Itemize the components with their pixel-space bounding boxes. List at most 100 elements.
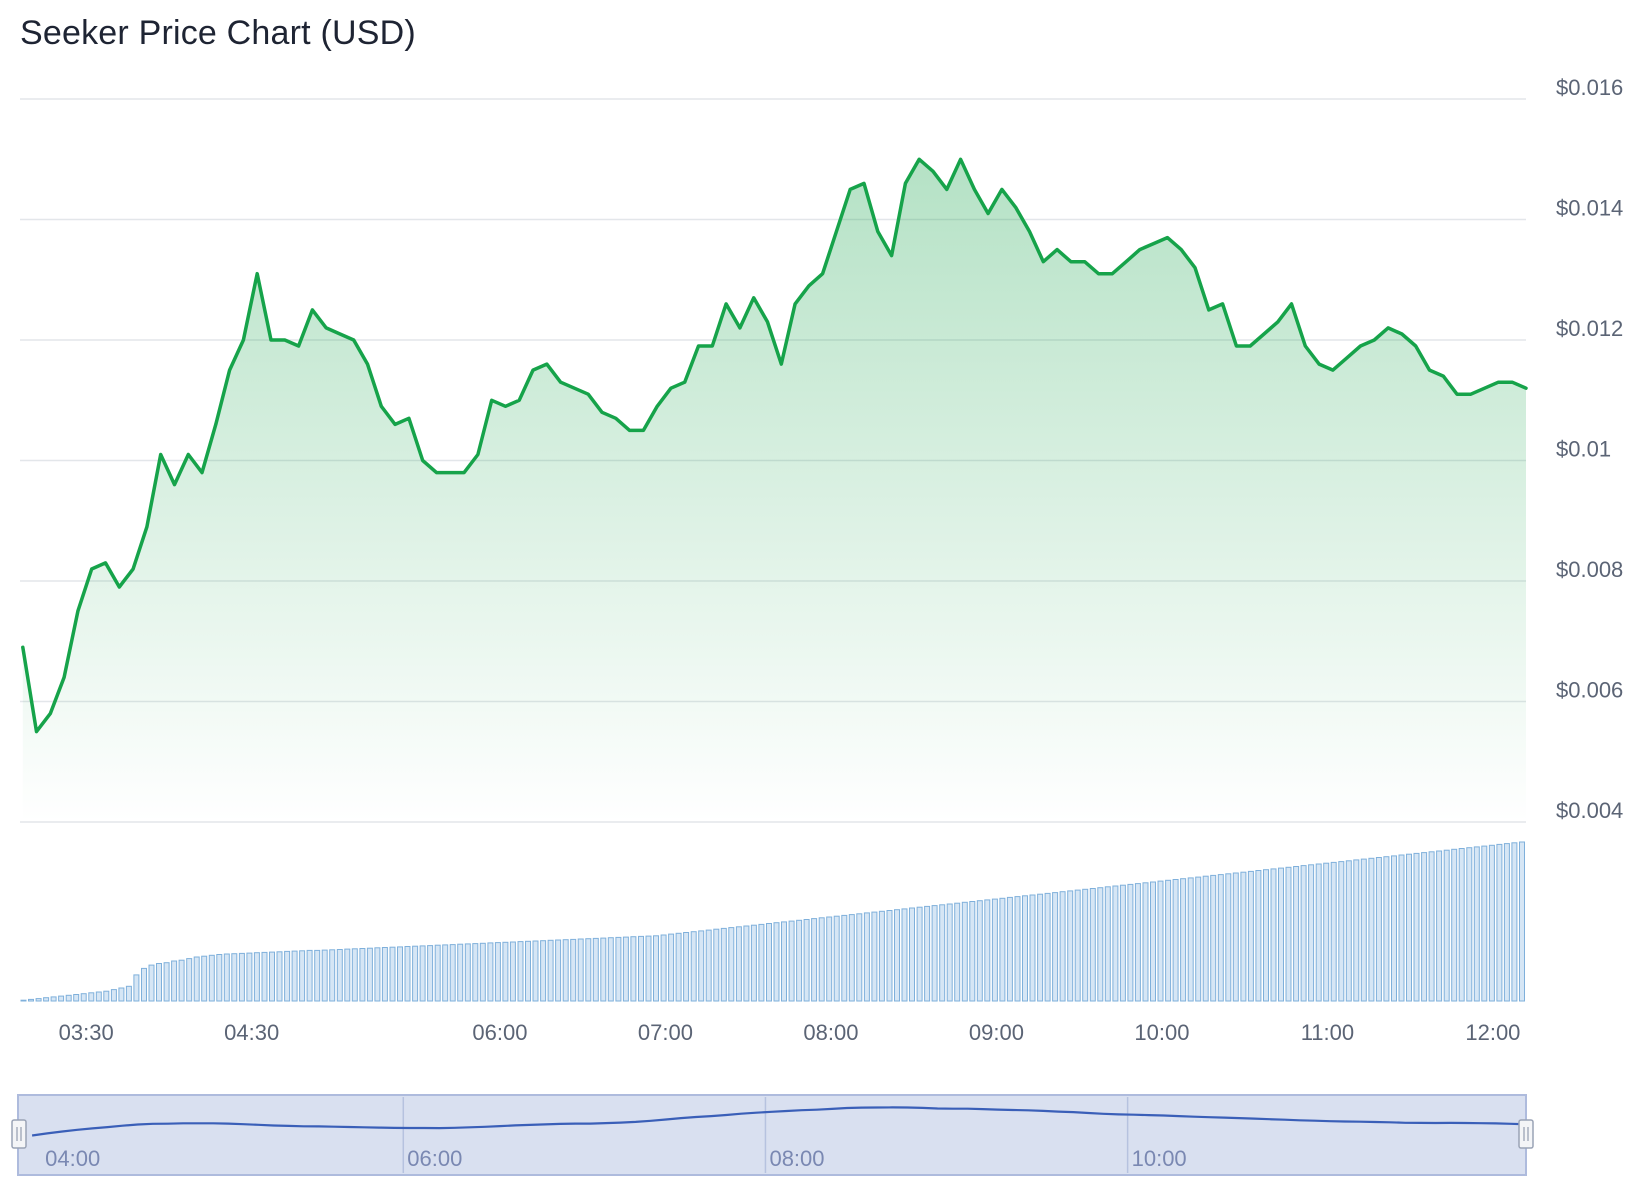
volume-bar (457, 943, 464, 1002)
volume-bar (1300, 865, 1307, 1002)
volume-bar (374, 947, 381, 1002)
volume-bar (381, 947, 388, 1002)
price-point (641, 428, 645, 432)
volume-bar (660, 934, 667, 1002)
price-point (1290, 302, 1294, 306)
price-point (131, 567, 135, 571)
navigator[interactable]: 04:00 06:00 08:00 10:00 (11, 1094, 1534, 1176)
price-point (366, 362, 370, 366)
volume-bar (1195, 876, 1202, 1002)
volume-bar (1082, 888, 1089, 1002)
volume-bar (43, 997, 50, 1002)
volume-bar (931, 905, 938, 1002)
volume-bar (1458, 848, 1465, 1002)
volume-bar (118, 987, 125, 1002)
price-point (324, 326, 328, 330)
x-tick-label: 08:00 (803, 1020, 858, 1045)
volume-bar (1466, 847, 1473, 1002)
volume-bar (1240, 871, 1247, 1002)
volume-bar (1398, 854, 1405, 1002)
volume-bar (1503, 843, 1510, 1002)
volume-bar (73, 994, 80, 1002)
volume-bar (683, 932, 690, 1002)
volume-bar (585, 938, 592, 1002)
y-tick-label: $0.014 (1556, 196, 1623, 221)
price-point (1276, 320, 1280, 324)
price-point (241, 338, 245, 342)
price-point (972, 187, 976, 191)
y-tick-label: $0.01 (1556, 437, 1611, 462)
volume-bar (1308, 864, 1315, 1002)
volume-bar (826, 916, 833, 1002)
navigator-right-handle[interactable] (1518, 1119, 1534, 1149)
volume-bar (1165, 879, 1172, 1002)
volume-bar (540, 940, 547, 1002)
volume-bar (359, 948, 366, 1002)
volume-bar (1255, 870, 1262, 1002)
volume-bar (502, 941, 509, 1002)
volume-bar (389, 946, 396, 1002)
price-point (793, 302, 797, 306)
volume-bar (570, 938, 577, 1002)
volume-bar (1511, 842, 1518, 1002)
volume-bar (1293, 866, 1300, 1002)
navigator-x-axis: 04:00 06:00 08:00 10:00 (45, 1146, 1187, 1171)
price-point (21, 645, 25, 649)
volume-bars (20, 841, 1525, 1002)
volume-bar (1443, 849, 1450, 1002)
price-area-fill (22, 159, 1526, 823)
price-point (1414, 344, 1418, 348)
volume-bar (1225, 873, 1232, 1002)
price-point (283, 338, 287, 342)
price-point (173, 483, 177, 487)
volume-bar (750, 924, 757, 1002)
price-point (572, 386, 576, 390)
price-point (600, 410, 604, 414)
volume-bar (818, 917, 825, 1002)
volume-bar (1232, 872, 1239, 1002)
price-line (21, 157, 1528, 734)
volume-bar (735, 926, 742, 1002)
volume-bar (999, 897, 1006, 1002)
price-point (228, 368, 232, 372)
volume-bar (894, 909, 900, 1002)
volume-bar (1127, 883, 1134, 1002)
volume-bar (1278, 867, 1284, 1002)
y-tick-label: $0.004 (1556, 798, 1623, 823)
volume-bar (758, 923, 765, 1002)
volume-bar (80, 993, 87, 1002)
volume-bar (532, 940, 539, 1002)
navigator-left-handle[interactable] (11, 1119, 27, 1149)
price-point (559, 380, 563, 384)
volume-bar (720, 927, 727, 1002)
price-point (710, 344, 714, 348)
volume-bar (35, 998, 42, 1002)
volume-bar (705, 929, 712, 1002)
volume-bar (434, 944, 441, 1002)
volume-bar (833, 915, 840, 1002)
volume-bar (58, 995, 65, 1002)
price-point (269, 338, 273, 342)
navigator-tick-label: 04:00 (45, 1146, 100, 1171)
volume-bar (961, 901, 968, 1002)
volume-bar (88, 992, 95, 1002)
volume-bar (269, 951, 275, 1002)
volume-bar (125, 985, 132, 1002)
price-point (986, 212, 990, 216)
price-point (1510, 380, 1514, 384)
price-point (200, 471, 204, 475)
volume-bar (766, 923, 772, 1002)
navigator-gridlines (402, 1097, 1129, 1173)
volume-bar (178, 959, 185, 1002)
price-point (448, 471, 452, 475)
price-point (1441, 374, 1445, 378)
y-tick-label: $0.006 (1556, 678, 1623, 703)
price-point (76, 609, 80, 613)
price-point (1455, 392, 1459, 396)
volume-bar (690, 931, 697, 1002)
price-point (1124, 260, 1128, 264)
price-point (1524, 386, 1528, 390)
price-point (959, 157, 963, 161)
navigator-selection[interactable] (17, 1094, 1527, 1176)
price-point (738, 326, 742, 330)
